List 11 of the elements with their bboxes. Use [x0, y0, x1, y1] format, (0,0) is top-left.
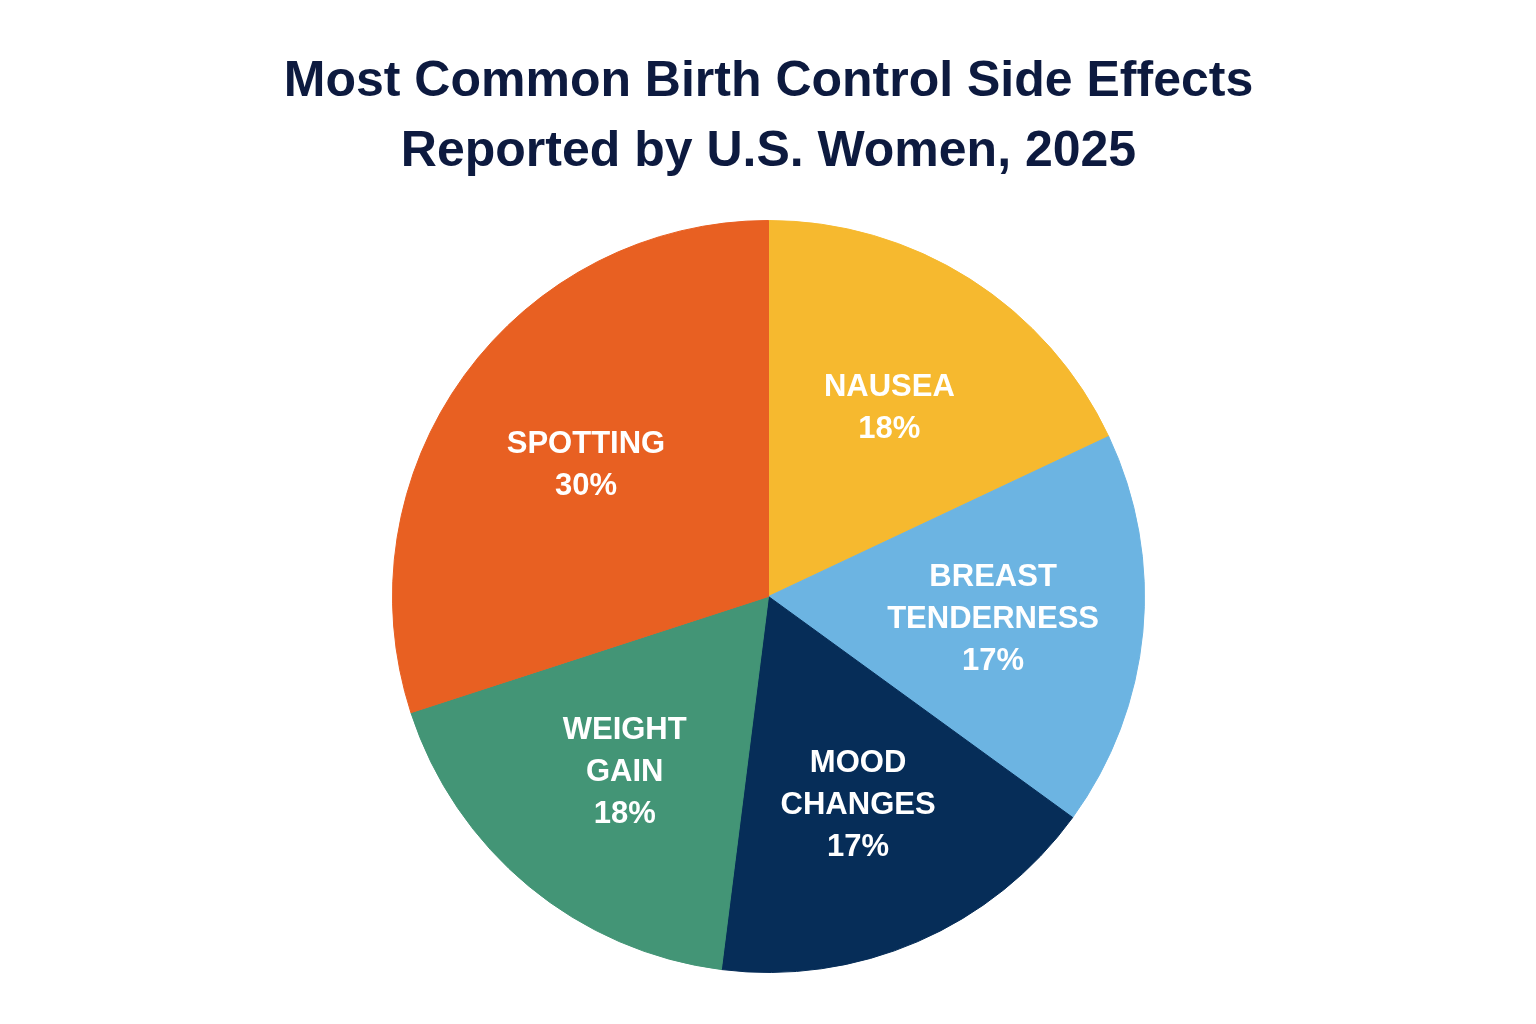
data-label: 18%	[858, 409, 921, 445]
slice-label: MOOD CHANGES	[780, 744, 936, 822]
data-label: 17%	[962, 642, 1025, 678]
slice-label: NAUSEA	[823, 367, 955, 403]
data-label: 30%	[554, 467, 618, 503]
slice-label: SPOTTING	[506, 425, 666, 461]
chart-title: Most Common Birth Control Side Effects Reported by U.S. Women, 2025	[283, 50, 1254, 177]
data-label: 17%	[827, 828, 890, 864]
data-label: 18%	[593, 794, 656, 830]
slice-label: WEIGHT GAIN	[562, 710, 687, 788]
slice-label: BREAST TENDERNESS	[887, 558, 1100, 636]
